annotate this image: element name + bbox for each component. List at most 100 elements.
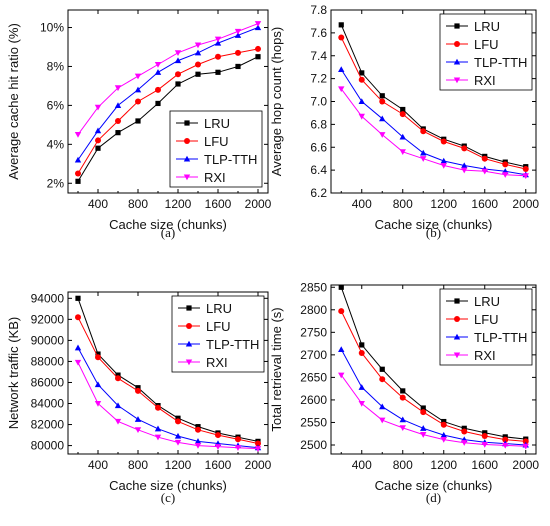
data-point — [420, 405, 426, 411]
data-point — [338, 22, 344, 28]
data-point — [95, 137, 101, 144]
series-line — [77, 56, 259, 182]
series-rxi — [338, 86, 529, 180]
plot-frame — [67, 9, 269, 194]
data-point — [235, 49, 241, 56]
data-point — [358, 400, 365, 407]
data-point — [399, 425, 406, 432]
data-point — [155, 404, 161, 411]
series-line — [340, 349, 526, 446]
data-point — [235, 436, 241, 443]
data-point — [154, 69, 162, 75]
chart-panel-a: 400 800 1200 1600 2000 2% 4% 6% 8% 10% Cache size … — [6, 9, 272, 240]
data-point — [214, 39, 222, 46]
legend-marker — [185, 359, 193, 366]
series-line — [77, 316, 259, 444]
legend: LRU LFU TLP-TTH RXI — [169, 110, 263, 188]
data-point — [522, 165, 529, 172]
data-point — [399, 133, 406, 140]
series-line — [340, 287, 526, 440]
series-lfu — [338, 308, 529, 445]
data-point — [399, 111, 406, 118]
y-tick-label: 84000 — [31, 397, 65, 411]
legend-label: LRU — [474, 294, 500, 309]
data-point — [440, 431, 447, 438]
data-point — [338, 308, 345, 315]
data-point — [502, 442, 509, 449]
data-point — [481, 168, 488, 175]
x-tick-label: 1200 — [430, 197, 457, 211]
data-point — [75, 314, 81, 321]
legend-box — [439, 288, 533, 366]
data-point — [399, 394, 406, 401]
y-tick-label: 2850 — [300, 280, 327, 294]
data-point — [195, 426, 201, 433]
x-axis-label: Cache size (chunks) — [109, 478, 227, 493]
legend-label: RXI — [206, 355, 228, 370]
legend-marker — [454, 23, 460, 29]
data-point — [254, 21, 262, 27]
data-point — [379, 93, 385, 99]
data-point — [359, 70, 365, 76]
x-tick-label: 1600 — [205, 197, 232, 211]
data-point — [255, 440, 261, 447]
data-point — [175, 81, 181, 87]
legend-marker — [184, 138, 190, 144]
data-point — [420, 149, 427, 156]
data-point — [75, 178, 81, 184]
y-axis-label: Total retrieval time (s) — [269, 307, 284, 431]
data-point — [400, 106, 406, 113]
data-point — [115, 372, 121, 378]
data-point — [74, 156, 82, 163]
data-point — [194, 49, 202, 56]
data-point — [75, 170, 81, 177]
chart-panel-d: 400 800 1200 1600 2000 2500 2550 2600 2650 2700 27… — [269, 280, 539, 505]
series-tlp-tth — [338, 66, 529, 178]
data-point — [74, 359, 82, 366]
legend-marker — [453, 352, 461, 359]
data-point — [440, 138, 447, 145]
y-tick-label: 2800 — [300, 303, 327, 317]
data-point — [95, 351, 101, 357]
legend-marker — [453, 58, 461, 65]
data-point — [214, 36, 222, 43]
y-tick-label: 2550 — [300, 415, 327, 429]
data-point — [338, 86, 345, 93]
panel-caption: (d) — [426, 490, 441, 505]
x-tick-label: 400 — [352, 197, 372, 211]
data-point — [379, 115, 386, 122]
y-tick-label: 86000 — [31, 375, 65, 389]
x-tick-label: 2000 — [245, 458, 272, 472]
data-point — [134, 86, 142, 93]
series-line — [340, 37, 526, 170]
x-tick-label: 400 — [88, 458, 108, 472]
data-point — [440, 421, 447, 428]
data-point — [482, 430, 488, 436]
data-point — [420, 432, 427, 438]
legend-marker — [454, 41, 460, 47]
x-tick-label: 1200 — [430, 458, 457, 472]
x-tick-label: 1600 — [471, 197, 498, 211]
data-point — [379, 376, 386, 383]
data-point — [135, 118, 141, 124]
data-point — [114, 85, 122, 92]
data-point — [254, 24, 262, 31]
y-tick-label: 2750 — [300, 325, 327, 339]
series-lfu — [75, 45, 261, 177]
data-point — [461, 440, 468, 446]
legend-label: LRU — [204, 116, 230, 131]
series-line — [340, 88, 526, 177]
series-rxi — [74, 359, 262, 452]
data-point — [420, 128, 427, 135]
series-tlp-tth — [74, 24, 262, 163]
data-point — [338, 34, 345, 41]
legend-marker — [453, 333, 461, 340]
data-point — [358, 384, 365, 390]
y-tick-label: 7.8 — [310, 3, 327, 17]
legend-label: TLP-TTH — [206, 337, 259, 352]
data-point — [94, 104, 102, 111]
data-point — [154, 434, 162, 441]
data-point — [399, 416, 406, 423]
data-point — [502, 161, 509, 168]
data-point — [255, 45, 261, 52]
